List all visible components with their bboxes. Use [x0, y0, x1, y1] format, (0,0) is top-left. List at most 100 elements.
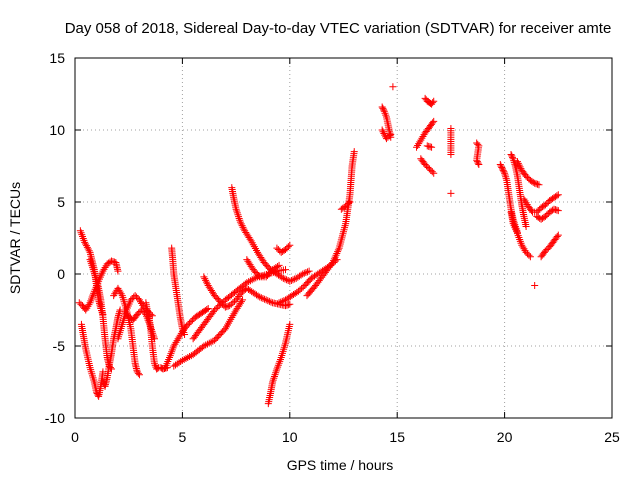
data-point [84, 245, 92, 253]
data-point [116, 288, 124, 296]
data-point [413, 143, 421, 151]
series-t13 [200, 273, 294, 311]
data-point [287, 276, 295, 284]
data-point [227, 300, 235, 308]
data-point [127, 296, 135, 304]
chart-title: Day 058 of 2018, Sidereal Day-to-day VTE… [65, 20, 612, 37]
data-point [473, 158, 481, 166]
data-point [110, 292, 118, 300]
series-t16 [243, 256, 283, 281]
data-point [425, 165, 433, 173]
data-point [543, 211, 551, 219]
data-point [282, 246, 290, 254]
data-point [534, 207, 542, 215]
data-point [510, 158, 518, 166]
data-point [331, 253, 339, 261]
data-point [299, 283, 307, 291]
data-point [106, 364, 114, 372]
data-point [202, 341, 210, 349]
data-point [116, 308, 124, 316]
data-point [85, 247, 93, 255]
data-point [226, 302, 234, 310]
data-point [501, 169, 509, 177]
data-point [543, 246, 551, 254]
data-point [259, 294, 267, 302]
series-t25 [421, 94, 438, 108]
data-point [475, 161, 483, 169]
data-point [138, 306, 146, 314]
data-point [416, 138, 424, 146]
series-t31 [473, 139, 483, 169]
data-point [289, 276, 297, 284]
y-tick-label: 15 [49, 50, 65, 66]
data-point [421, 161, 429, 169]
data-point [101, 264, 109, 272]
data-point [430, 117, 438, 125]
data-point [300, 269, 308, 277]
data-point [553, 192, 561, 200]
series-t26 [413, 117, 438, 151]
data-point [82, 240, 90, 248]
data-point [100, 265, 108, 273]
data-point [286, 241, 294, 249]
data-point [254, 271, 262, 279]
data-point [524, 250, 532, 258]
data-point [99, 368, 107, 376]
data-point [501, 171, 509, 179]
data-point [238, 222, 246, 230]
data-point [134, 369, 142, 377]
series-t28 [423, 142, 436, 151]
data-point [283, 276, 291, 284]
data-point [133, 310, 141, 318]
data-point [522, 199, 530, 207]
data-point [286, 300, 294, 308]
data-point [180, 355, 188, 363]
data-point [415, 140, 423, 148]
data-point [202, 278, 210, 286]
data-point [513, 158, 521, 166]
data-point [554, 231, 562, 239]
data-point [229, 299, 237, 307]
data-point [186, 319, 194, 327]
data-point [541, 212, 549, 220]
data-point [135, 296, 143, 304]
plot-frame [74, 57, 613, 419]
series-t29 [447, 125, 455, 158]
data-point [123, 310, 131, 318]
data-point [230, 297, 238, 305]
series-t11 [161, 305, 212, 372]
data-point [85, 301, 93, 309]
data-point [245, 278, 253, 286]
data-point [215, 302, 223, 310]
data-point [423, 162, 431, 170]
data-point [508, 153, 516, 161]
data-point [172, 338, 180, 346]
data-point [237, 298, 245, 306]
data-point [243, 279, 251, 287]
data-point [75, 299, 83, 307]
data-point [239, 296, 247, 304]
data-point [389, 83, 397, 91]
series-t12 [170, 296, 247, 370]
y-axis-tick-labels: -10 -5 0 5 10 15 [45, 50, 65, 426]
data-point [283, 244, 291, 252]
series-t36 [520, 191, 562, 216]
data-point [510, 157, 518, 165]
x-tick-label: 20 [497, 429, 513, 445]
data-point [279, 274, 287, 282]
data-point [114, 313, 122, 321]
data-point [117, 290, 125, 298]
data-point [114, 267, 122, 275]
data-point [257, 294, 265, 302]
x-tick-label: 25 [604, 429, 620, 445]
data-point [296, 286, 304, 294]
data-point [302, 269, 310, 277]
data-point [378, 126, 386, 134]
series-t3 [77, 320, 107, 400]
data-point [419, 132, 427, 140]
data-point [236, 218, 244, 226]
data-point [178, 356, 186, 364]
data-point [382, 135, 390, 143]
data-point [414, 141, 422, 149]
